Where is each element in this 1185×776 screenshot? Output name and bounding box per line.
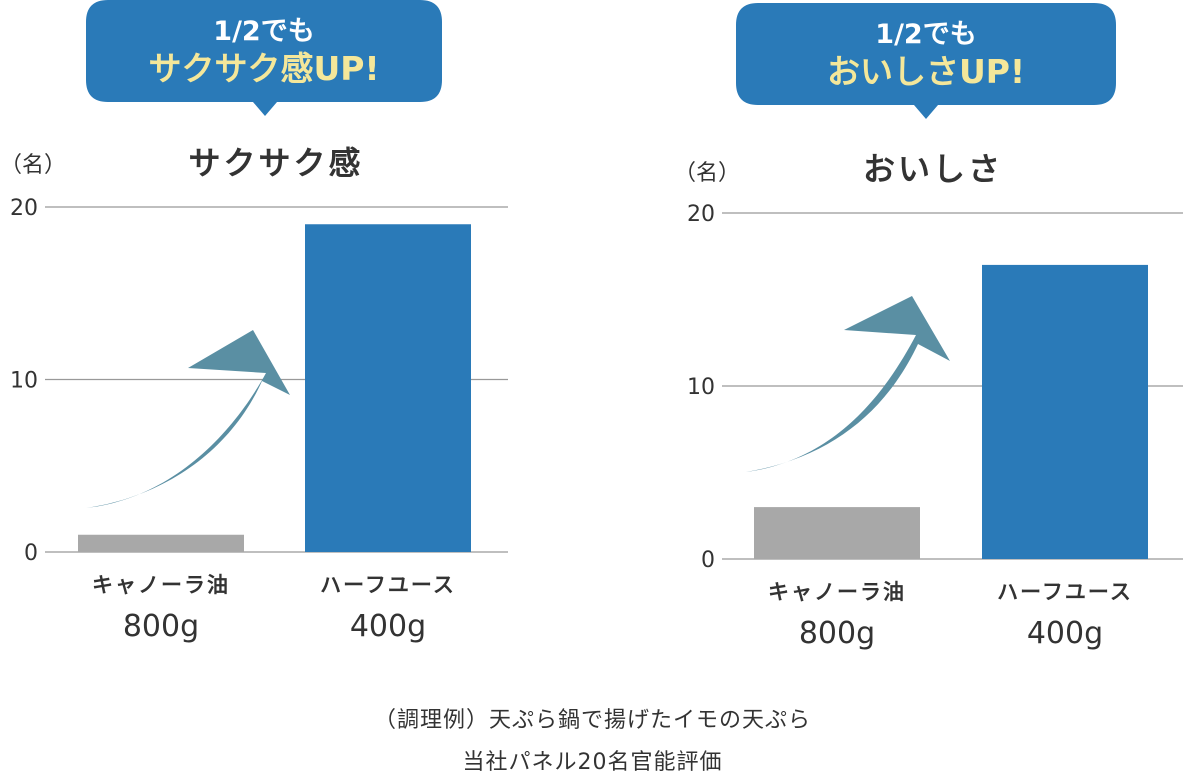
chart2-tick-label-20: 20 bbox=[687, 202, 715, 227]
chart2-unit-label: （名） bbox=[674, 161, 740, 186]
chart1-callout-line2: サクサク感UP! bbox=[148, 49, 379, 88]
chart1-bar-half-use bbox=[305, 224, 471, 552]
chart2-tick-label-0: 0 bbox=[701, 548, 715, 573]
chart2-bar-half-use bbox=[982, 264, 1148, 559]
chart2-callout-line2: おいしさUP! bbox=[827, 52, 1025, 91]
chart1-tick-label-0: 0 bbox=[24, 541, 38, 566]
chart1-callout-bubble bbox=[86, 0, 442, 116]
chart2-bar-canola-oil bbox=[754, 507, 920, 559]
footer-panel: 当社パネル20名官能評価 bbox=[462, 750, 723, 775]
chart2-category-label-1: キャノーラ油 bbox=[768, 580, 906, 604]
chart1-amount-label-2: 400g bbox=[350, 609, 426, 644]
chart1-bar-canola-oil bbox=[78, 534, 244, 552]
chart1-tick-label-10: 10 bbox=[10, 369, 38, 394]
chart1-trend-arrow bbox=[86, 330, 290, 508]
chart1-category-label-1: キャノーラ油 bbox=[92, 573, 230, 597]
chart1-amount-label-1: 800g bbox=[123, 609, 199, 644]
chart2-amount-label-2: 400g bbox=[1027, 616, 1103, 651]
chart2-amount-label-1: 800g bbox=[799, 616, 875, 651]
chart1-unit-label: （名） bbox=[0, 153, 66, 178]
chart2-tick-label-10: 10 bbox=[687, 375, 715, 400]
chart2-callout-line1: 1/2でも bbox=[875, 19, 976, 50]
chart2-category-label-2: ハーフユース bbox=[997, 580, 1133, 604]
chart1-tick-label-20: 20 bbox=[10, 196, 38, 221]
chart2-title: おいしさ bbox=[863, 150, 1003, 188]
chart1-title: サクサク感 bbox=[188, 144, 363, 182]
footer-method: （調理例）天ぷら鍋で揚げたイモの天ぷら bbox=[373, 708, 811, 733]
chart2-callout-bubble bbox=[736, 3, 1116, 119]
chart1-callout-line1: 1/2でも bbox=[213, 16, 314, 47]
chart2-trend-arrow bbox=[746, 296, 950, 472]
chart1-category-label-2: ハーフユース bbox=[320, 573, 456, 597]
